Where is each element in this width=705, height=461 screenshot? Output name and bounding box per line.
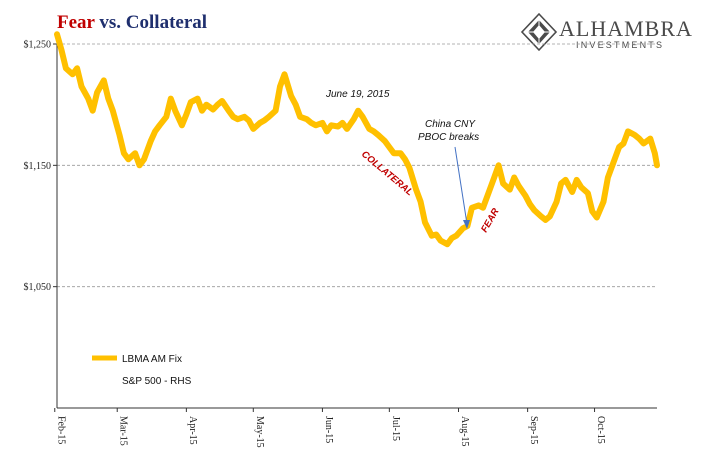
- x-axis-ticks: Feb-15 Mar-15 Apr-15 May-15 Jun-15 Jul-15 Aug-…: [54, 408, 606, 448]
- annotation-date: June 19, 2015: [325, 89, 390, 100]
- chart-title: Fear vs. Collateral: [57, 12, 207, 34]
- x-tick-label: Jul-15: [390, 416, 401, 441]
- logo-subtitle: INVESTMENTS: [576, 40, 665, 50]
- legend-label-lbma-am-fix: LBMA AM Fix: [122, 354, 182, 365]
- annotation-arrow-shaft: [454, 146, 468, 225]
- legend-label-sp500: S&P 500 - RHS: [122, 376, 192, 387]
- annotation-collateral: COLLATERAL: [359, 149, 415, 198]
- series-line-lbma-am-fix: [54, 31, 660, 248]
- chart-title-rest: vs. Collateral: [94, 12, 208, 33]
- x-tick-label: Sep-15: [528, 416, 539, 444]
- alhambra-diamond-logo-icon: [520, 12, 558, 52]
- y-axis-ticks: $1,250 $1,150 $1,050: [24, 40, 57, 293]
- brand-logo: ALHAMBRA INVESTMENTS: [520, 12, 700, 52]
- grid-lines: [57, 43, 657, 288]
- x-tick-label: May-15: [254, 416, 265, 448]
- logo-name: ALHAMBRA: [559, 16, 693, 41]
- x-tick-label: Mar-15: [118, 416, 129, 446]
- x-tick-label: Apr-15: [187, 416, 198, 445]
- y-tick-label: $1,250: [24, 40, 52, 51]
- annotation-arrow-head: [463, 220, 470, 229]
- y-tick-label: $1,050: [24, 282, 52, 293]
- x-tick-label: Aug-15: [459, 416, 470, 447]
- chart-title-accent: Fear: [57, 12, 95, 33]
- annotation-china-line2: PBOC breaks: [418, 132, 479, 143]
- annotation-china-line1: China CNY: [425, 119, 476, 130]
- x-tick-label: Oct-15: [595, 416, 606, 444]
- y-tick-label: $1,150: [24, 161, 52, 172]
- x-tick-label: Feb-15: [55, 416, 66, 444]
- x-tick-label: Jun-15: [323, 416, 334, 443]
